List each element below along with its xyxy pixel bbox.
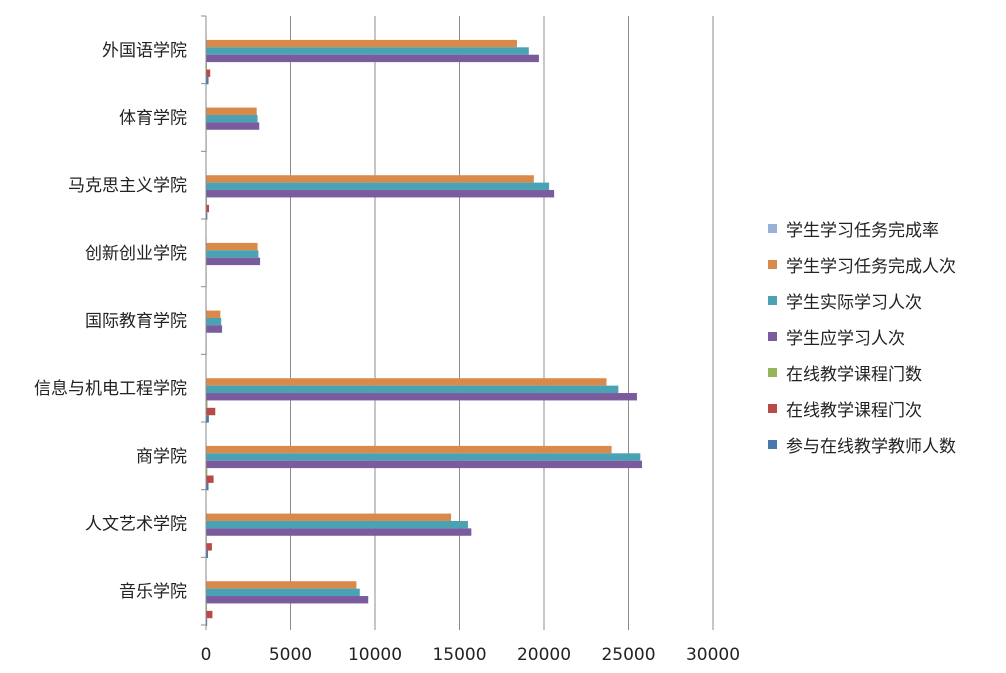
legend-label: 学生学习任务完成率 bbox=[786, 220, 939, 241]
bar bbox=[206, 317, 222, 326]
bar bbox=[206, 596, 369, 604]
bar bbox=[206, 257, 261, 266]
bar bbox=[206, 310, 221, 318]
bar bbox=[206, 107, 257, 115]
legend-swatch bbox=[768, 223, 777, 233]
bar bbox=[206, 54, 539, 63]
category-label: 体育学院 bbox=[119, 109, 187, 129]
bar bbox=[206, 415, 209, 423]
x-tick-label: 20000 bbox=[517, 645, 571, 665]
bar bbox=[206, 385, 619, 394]
category-label: 人文艺术学院 bbox=[85, 515, 187, 535]
bar bbox=[206, 250, 259, 258]
category-label: 国际教育学院 bbox=[85, 312, 187, 332]
bar bbox=[206, 62, 208, 70]
category-label: 外国语学院 bbox=[102, 41, 187, 61]
bar bbox=[206, 182, 550, 191]
bar bbox=[206, 588, 360, 597]
x-tick-label: 15000 bbox=[432, 645, 486, 665]
legend-label: 参与在线教学教师人数 bbox=[786, 436, 956, 457]
bars bbox=[206, 32, 643, 626]
axis-labels: 0 5000 10000 15000 20000 25000 30000 外国语学院体育学院马… bbox=[34, 41, 740, 665]
bar bbox=[206, 482, 209, 491]
bar bbox=[206, 190, 555, 198]
axes bbox=[201, 15, 714, 630]
legend-label: 在线教学课程门次 bbox=[786, 400, 922, 421]
bar bbox=[206, 39, 517, 48]
legend-item: 学生应学习人次 bbox=[768, 318, 1004, 354]
bar bbox=[206, 520, 468, 529]
bar bbox=[206, 468, 208, 476]
category-label: 商学院 bbox=[136, 447, 187, 467]
bar bbox=[206, 204, 210, 213]
bar bbox=[206, 122, 260, 130]
x-tick-label: 0 bbox=[201, 645, 212, 665]
legend-swatch bbox=[768, 367, 777, 377]
legend-swatch bbox=[768, 295, 777, 305]
bar bbox=[206, 175, 534, 183]
bar bbox=[206, 528, 472, 536]
category-label: 音乐学院 bbox=[119, 582, 187, 602]
legend-swatch bbox=[768, 403, 777, 413]
legend-label: 学生应学习人次 bbox=[786, 328, 905, 349]
legend: 学生学习任务完成率 学生学习任务完成人次 学生实际学习人次 学生应学习人次 在线教学课程… bbox=[768, 210, 1004, 462]
bar bbox=[206, 393, 637, 401]
bar bbox=[206, 453, 641, 461]
bar bbox=[206, 513, 452, 521]
x-tick-label: 25000 bbox=[601, 645, 655, 665]
bar bbox=[206, 69, 211, 77]
legend-label: 学生实际学习人次 bbox=[786, 292, 922, 313]
bar bbox=[206, 400, 208, 408]
bar bbox=[206, 197, 208, 205]
legend-item: 学生学习任务完成率 bbox=[768, 210, 1004, 246]
legend-item: 在线教学课程门数 bbox=[768, 354, 1004, 390]
bar bbox=[206, 407, 216, 416]
bar bbox=[206, 543, 212, 551]
legend-item: 学生学习任务完成人次 bbox=[768, 246, 1004, 282]
bar bbox=[206, 242, 258, 251]
bar bbox=[206, 610, 213, 619]
legend-swatch bbox=[768, 259, 777, 269]
bar bbox=[206, 618, 208, 626]
bar bbox=[206, 603, 208, 611]
bar bbox=[206, 325, 223, 333]
x-tick-label: 30000 bbox=[686, 645, 740, 665]
bar bbox=[206, 445, 612, 454]
legend-item: 在线教学课程门次 bbox=[768, 390, 1004, 426]
bar bbox=[206, 475, 214, 483]
x-tick-label: 10000 bbox=[348, 645, 402, 665]
legend-item: 学生实际学习人次 bbox=[768, 282, 1004, 318]
legend-swatch bbox=[768, 439, 777, 449]
legend-swatch bbox=[768, 331, 777, 341]
legend-label: 在线教学课程门数 bbox=[786, 364, 922, 385]
bar bbox=[206, 581, 357, 589]
bar bbox=[206, 460, 643, 469]
bar bbox=[206, 114, 258, 123]
x-tick-label: 5000 bbox=[269, 645, 312, 665]
category-label: 创新创业学院 bbox=[85, 244, 187, 264]
bar bbox=[206, 550, 209, 558]
legend-item: 参与在线教学教师人数 bbox=[768, 426, 1004, 462]
category-label: 马克思主义学院 bbox=[68, 176, 187, 196]
legend-label: 学生学习任务完成人次 bbox=[786, 256, 956, 277]
bar bbox=[206, 212, 208, 220]
bar bbox=[206, 76, 209, 85]
bar bbox=[206, 47, 529, 55]
category-label: 信息与机电工程学院 bbox=[34, 379, 187, 399]
bar bbox=[206, 378, 607, 386]
